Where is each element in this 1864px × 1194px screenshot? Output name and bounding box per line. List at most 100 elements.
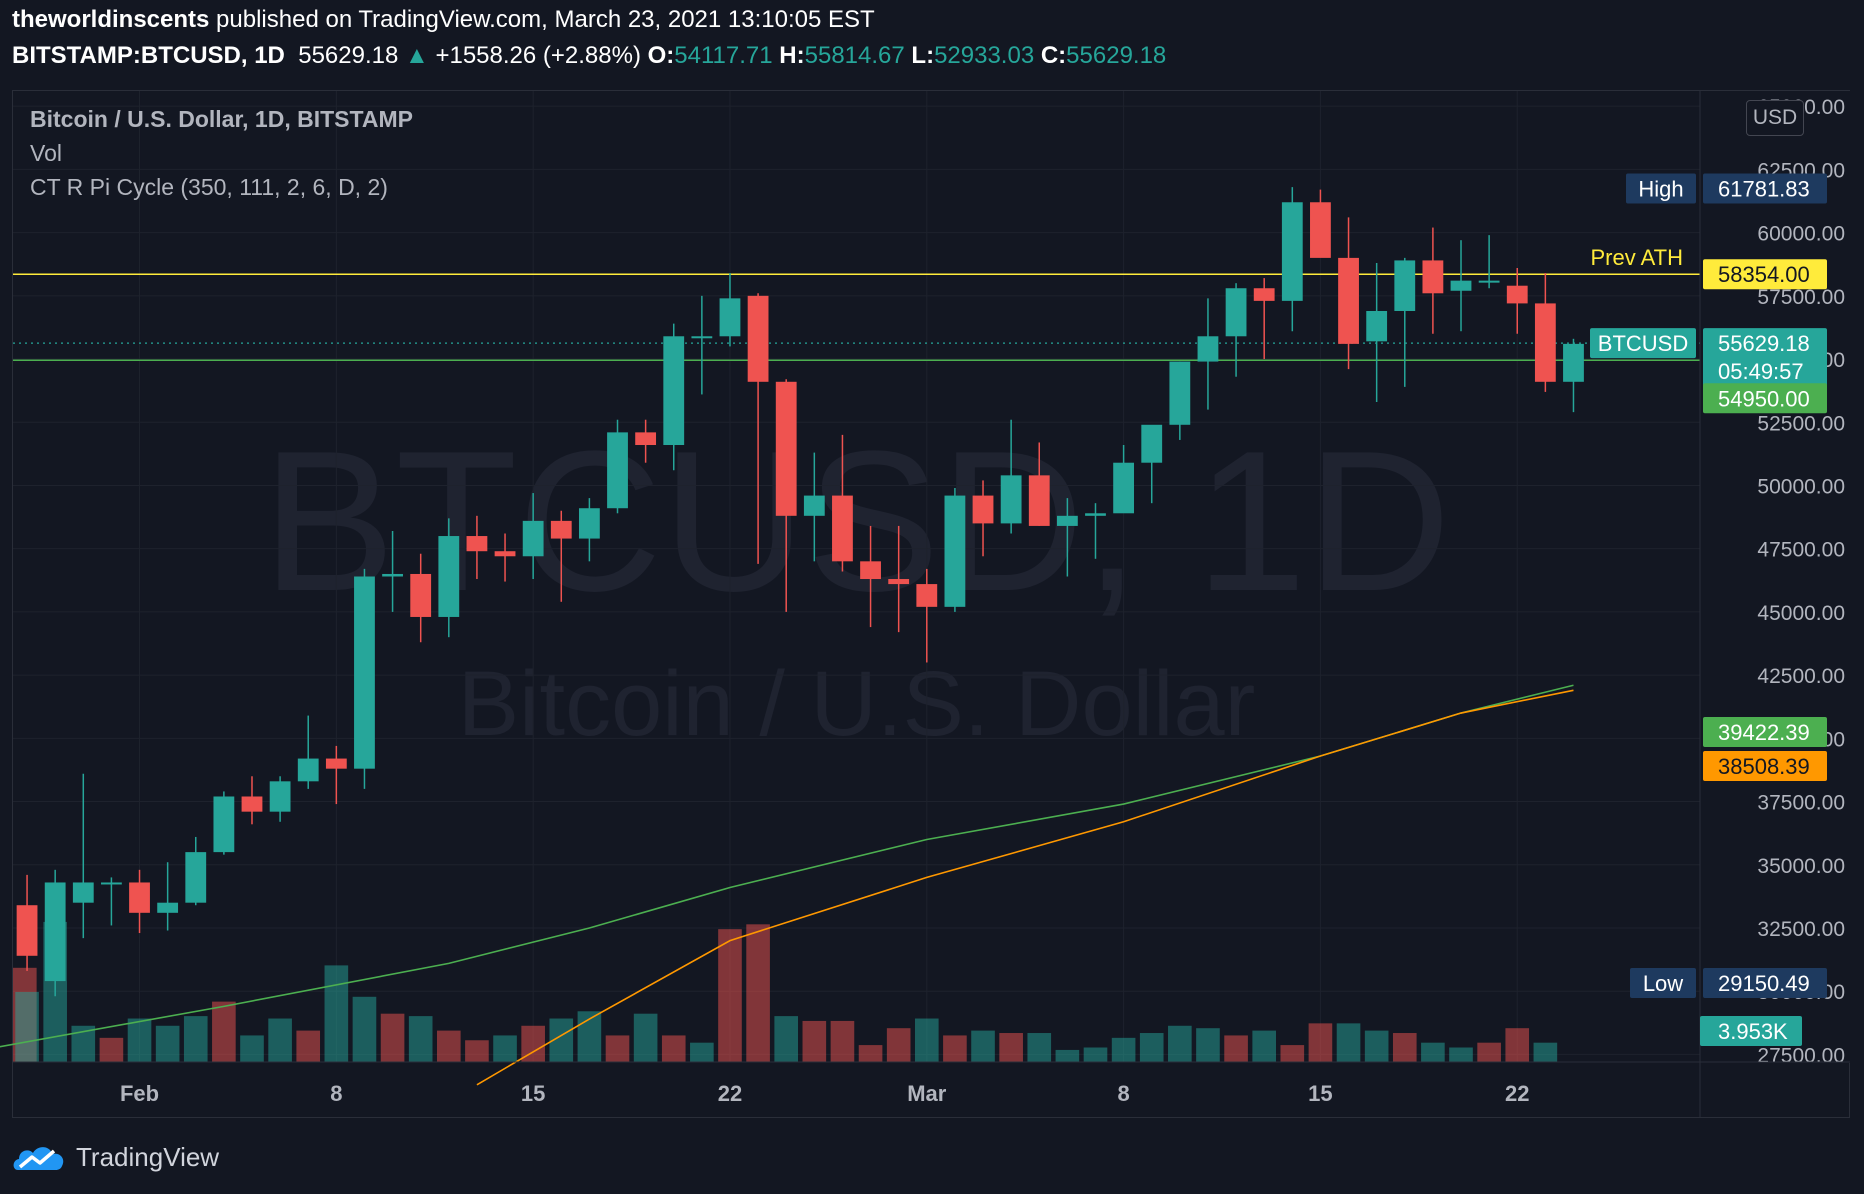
price-axis-tick: 47500.00 — [1757, 539, 1845, 562]
open-label: O: — [647, 42, 675, 69]
volume-bar — [605, 1035, 630, 1062]
candle — [1085, 503, 1106, 559]
svg-text:39422.39: 39422.39 — [1718, 720, 1810, 745]
candle-body — [522, 520, 544, 557]
volume-bar — [436, 1030, 461, 1062]
time-axis-tick: 8 — [1117, 1081, 1129, 1106]
candle-body — [44, 882, 66, 982]
candle — [888, 525, 910, 633]
volume-bar — [324, 965, 349, 1062]
candle — [944, 487, 966, 612]
open-value: 54117.71 — [674, 42, 773, 69]
candle-body — [1310, 202, 1331, 258]
volume-value-label: 3.953K — [1700, 1016, 1802, 1046]
svg-text:38508.39: 38508.39 — [1718, 754, 1810, 779]
grid-lines — [13, 91, 1700, 1062]
candle-body — [1563, 343, 1584, 382]
candle — [635, 419, 657, 463]
candle-body — [1534, 303, 1556, 382]
volume-bar — [830, 1020, 855, 1062]
price-axis-tick: 32500.00 — [1757, 918, 1845, 941]
candle — [1197, 298, 1219, 410]
time-axis-tick: Feb — [120, 1081, 159, 1106]
pi-green-price-label: 39422.39 — [1703, 717, 1827, 747]
svg-text:High: High — [1638, 177, 1683, 202]
high-label: H: — [779, 42, 805, 69]
candle-body — [16, 905, 38, 956]
volume-bar — [296, 1030, 321, 1062]
candle — [382, 530, 403, 612]
candle — [494, 533, 516, 582]
candle-body — [972, 495, 994, 524]
ohlc-header: BITSTAMP:BTCUSD, 1D 55629.18 ▲ +1558.26 … — [12, 42, 1166, 70]
volume-bar — [690, 1042, 714, 1062]
candle — [44, 869, 66, 997]
candle-body — [438, 536, 460, 617]
price-axis-tick: 37500.00 — [1757, 792, 1845, 815]
volume-bar — [1139, 1033, 1164, 1062]
volume-bar — [971, 1030, 995, 1062]
price-axis-tick: 27500.00 — [1757, 1044, 1845, 1067]
symbol-label: BITSTAMP:BTCUSD, 1D — [12, 42, 285, 69]
svg-text:BTCUSD: BTCUSD — [1598, 331, 1688, 356]
volume-bar — [858, 1045, 883, 1062]
candle-body — [129, 882, 150, 913]
candle-body — [494, 551, 516, 557]
candle — [1028, 442, 1050, 526]
candle — [803, 452, 825, 562]
candle — [607, 419, 628, 514]
volume-bar — [380, 1013, 405, 1062]
candle — [860, 525, 881, 628]
author-name[interactable]: theworldinscents — [12, 6, 210, 33]
candle — [72, 773, 94, 939]
volume-bar — [155, 1025, 180, 1062]
svg-text:61781.83: 61781.83 — [1718, 177, 1810, 202]
currency-button[interactable]: USD — [1746, 100, 1804, 136]
pi-orange-price-label: 38508.39 — [1703, 751, 1827, 781]
svg-text:58354.00: 58354.00 — [1718, 262, 1810, 287]
candle — [1534, 273, 1556, 392]
price-axis-tick: 42500.00 — [1757, 665, 1845, 688]
svg-text:55629.18: 55629.18 — [1718, 331, 1810, 356]
time-axis-tick: Mar — [907, 1081, 947, 1106]
candle — [241, 776, 263, 825]
publish-text: published on TradingView.com, March 23, … — [216, 6, 875, 33]
volume-bar — [943, 1035, 967, 1062]
candle — [438, 518, 460, 638]
volume-bar — [408, 1016, 433, 1062]
candle-body — [466, 536, 488, 552]
candle — [578, 498, 600, 562]
candle-body — [241, 796, 263, 812]
footer-brand[interactable]: TradingView — [12, 1140, 219, 1174]
candle-body — [944, 495, 966, 607]
candle — [719, 273, 741, 347]
candle — [1366, 262, 1388, 403]
low-value: 52933.03 — [934, 42, 1035, 69]
price-axis-tick: 57500.00 — [1757, 286, 1845, 309]
candle-body — [382, 573, 403, 577]
legend-title: Bitcoin / U.S. Dollar, 1D, BITSTAMP — [30, 106, 413, 132]
high-tag: High — [1626, 173, 1696, 204]
candle-body — [1141, 424, 1163, 463]
candle-body — [1113, 462, 1135, 514]
svg-text:54950.00: 54950.00 — [1718, 386, 1810, 411]
candle — [1338, 217, 1359, 370]
candle — [1225, 283, 1247, 377]
candle — [1506, 268, 1528, 334]
volume-bar — [802, 1020, 827, 1062]
candle-body — [550, 520, 572, 539]
candle — [354, 568, 375, 789]
candle-body — [72, 882, 94, 903]
candle — [129, 869, 150, 934]
candle-body — [1338, 257, 1359, 344]
volume-bar — [268, 1018, 292, 1062]
candle-body — [297, 758, 319, 782]
last-price-label: 55629.18 05:49:57 — [1703, 328, 1827, 387]
candle-body — [1394, 260, 1416, 311]
candle-body — [1506, 285, 1528, 304]
volume-bar — [1055, 1049, 1080, 1062]
volume-bar — [127, 1018, 152, 1062]
candle — [1141, 424, 1163, 504]
candle — [775, 379, 797, 612]
